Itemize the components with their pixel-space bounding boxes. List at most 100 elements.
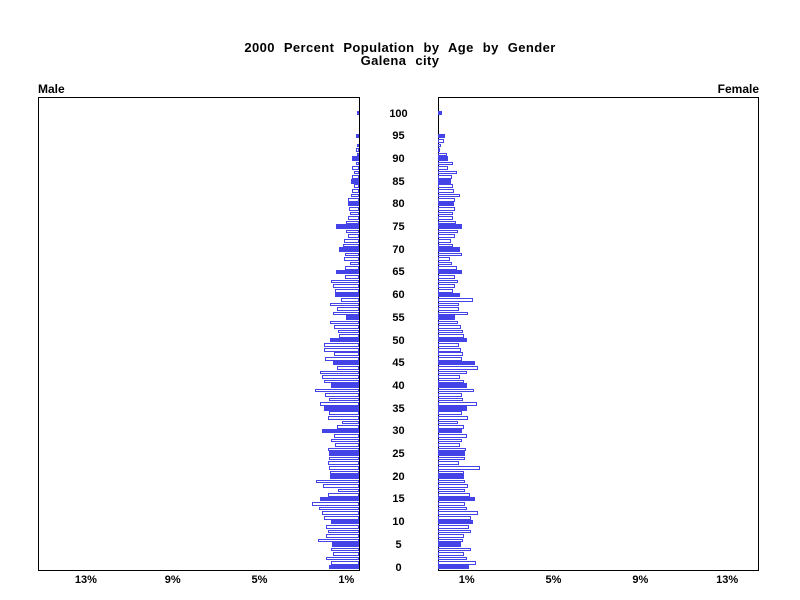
- bar-female-age-100: [438, 110, 442, 116]
- male-percent-tick-label-9%: 9%: [164, 574, 181, 586]
- bar-female-age-35: [438, 406, 467, 411]
- bar-female-age-15: [438, 496, 475, 502]
- bar-female-age-12: [438, 511, 478, 515]
- bar-male-age-55: [346, 315, 359, 320]
- bar-female-age-43: [438, 370, 467, 375]
- bar-male-age-74: [346, 229, 359, 234]
- bar-female-age-26: [438, 447, 466, 452]
- bar-male-age-63: [331, 279, 359, 284]
- bar-male-age-52: [338, 329, 359, 334]
- bar-female-age-82: [438, 193, 460, 198]
- bar-male-age-37: [329, 397, 359, 402]
- bar-female-age-33: [438, 416, 468, 420]
- age-tick-label-65: 65: [392, 266, 405, 279]
- bar-male-age-68: [344, 257, 359, 261]
- bar-male-age-89: [356, 161, 359, 166]
- bar-male-age-7: [326, 534, 359, 538]
- bar-male-age-95: [356, 133, 359, 139]
- bar-female-age-70: [438, 247, 460, 252]
- bar-male-age-61: [335, 288, 359, 293]
- bar-male-age-71: [343, 243, 359, 248]
- bar-female-age-28: [438, 438, 462, 443]
- bar-male-age-22: [329, 465, 359, 470]
- bar-male-age-25: [329, 451, 359, 456]
- bar-female-age-41: [438, 379, 464, 384]
- bar-female-age-80: [438, 201, 454, 207]
- bar-male-age-12: [322, 511, 359, 515]
- bar-female-age-36: [438, 402, 477, 407]
- bar-female-age-8: [438, 529, 471, 534]
- bar-female-age-45: [438, 360, 475, 366]
- bar-male-age-78: [350, 211, 359, 216]
- bar-male-age-19: [316, 479, 359, 484]
- age-tick-label-0: 0: [395, 561, 402, 574]
- age-tick-label-70: 70: [392, 243, 405, 256]
- bar-female-age-4: [438, 547, 471, 552]
- bar-male-age-66: [345, 266, 359, 270]
- age-tick-label-85: 85: [392, 175, 405, 188]
- bar-male-age-100: [357, 110, 359, 116]
- bar-female-age-92: [438, 148, 440, 152]
- bar-female-age-24: [438, 456, 465, 461]
- bar-male-age-16: [328, 493, 359, 497]
- bar-male-age-14: [312, 502, 359, 506]
- bar-male-age-36: [320, 402, 359, 407]
- bar-male-age-62: [333, 284, 359, 288]
- bar-male-age-38: [325, 393, 359, 397]
- female-percent-tick-label-1%: 1%: [458, 574, 475, 586]
- bar-male-age-27: [335, 443, 359, 447]
- bar-male-age-21: [330, 470, 359, 475]
- bar-female-age-13: [438, 506, 467, 511]
- bar-male-age-56: [333, 311, 359, 316]
- bar-male-age-13: [319, 506, 359, 511]
- bar-female-age-1: [438, 561, 476, 565]
- bar-male-age-1: [331, 561, 359, 565]
- bar-male-age-45: [333, 360, 359, 366]
- bar-male-age-81: [348, 198, 359, 202]
- bar-male-age-83: [352, 189, 359, 193]
- bar-male-age-18: [323, 484, 359, 488]
- bar-male-age-64: [345, 275, 359, 279]
- chart-title: 2000 Percent Population by Age by Gender…: [0, 41, 800, 67]
- bar-female-age-25: [438, 451, 465, 456]
- bar-female-age-93: [438, 143, 441, 148]
- male-percent-tick-label-1%: 1%: [338, 574, 355, 586]
- bar-female-age-84: [438, 184, 453, 189]
- female-axis-label: Female: [717, 82, 759, 96]
- bar-male-age-80: [348, 201, 359, 207]
- bar-female-age-66: [438, 266, 457, 270]
- bar-male-age-33: [328, 416, 359, 420]
- bar-female-age-48: [438, 347, 461, 352]
- bar-female-age-59: [438, 297, 473, 302]
- bar-male-age-79: [349, 207, 359, 211]
- age-tick-label-95: 95: [392, 130, 405, 143]
- bar-female-age-55: [438, 315, 455, 320]
- bar-male-age-17: [338, 488, 359, 493]
- bar-male-age-32: [342, 420, 359, 425]
- bar-female-age-10: [438, 519, 473, 525]
- bar-male-age-5: [332, 542, 359, 547]
- bar-female-age-34: [438, 411, 462, 416]
- male-axis-label: Male: [38, 82, 65, 96]
- bar-female-age-30: [438, 428, 462, 434]
- chart-title-line2: Galena city: [360, 53, 440, 68]
- female-percent-tick-label-13%: 13%: [716, 574, 739, 586]
- bar-male-age-58: [330, 302, 359, 307]
- bar-female-age-86: [438, 175, 452, 180]
- bar-male-age-60: [335, 292, 359, 298]
- bar-male-age-23: [328, 461, 359, 466]
- bar-male-age-35: [324, 406, 359, 411]
- bar-female-age-22: [438, 465, 480, 470]
- bar-female-age-19: [438, 479, 465, 484]
- bar-male-age-87: [354, 170, 359, 175]
- bar-male-age-44: [337, 366, 359, 370]
- bar-female-age-49: [438, 343, 459, 347]
- bar-male-age-85: [351, 179, 359, 184]
- age-tick-label-20: 20: [392, 470, 405, 483]
- bar-female-age-74: [438, 229, 458, 234]
- bar-male-age-67: [350, 261, 359, 266]
- male-percent-tick-label-13%: 13%: [74, 574, 97, 586]
- bar-female-age-78: [438, 211, 453, 216]
- bar-female-age-64: [438, 275, 455, 279]
- age-tick-label-15: 15: [392, 493, 405, 506]
